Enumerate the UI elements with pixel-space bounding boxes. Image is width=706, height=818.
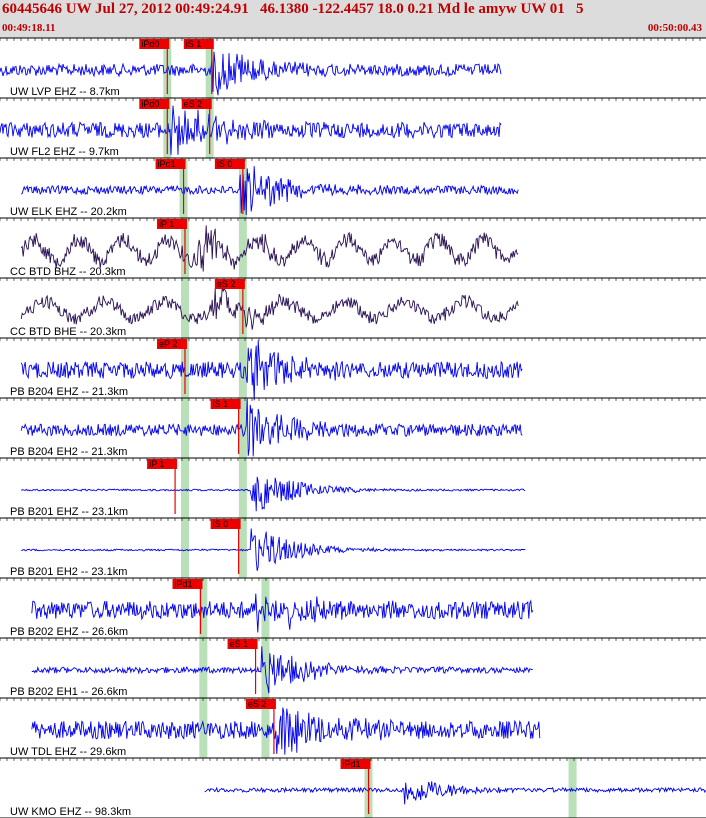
pick-marker bbox=[139, 39, 170, 49]
trace-label: UW KMO EHZ -- 98.3km bbox=[10, 806, 131, 818]
pick-label: eP 2 bbox=[159, 339, 177, 349]
pick-label: iPd0 bbox=[141, 39, 159, 49]
pick-marker bbox=[210, 519, 241, 529]
trace-label: PB B202 EH1 -- 26.6km bbox=[10, 686, 127, 698]
pick-label: iS 0 bbox=[217, 159, 233, 169]
pick-label: iP 1 bbox=[149, 459, 164, 469]
pick-marker bbox=[155, 159, 186, 169]
pick-marker bbox=[172, 579, 203, 589]
waveform-trace bbox=[204, 781, 706, 805]
waveform-trace bbox=[20, 476, 526, 512]
pick-marker bbox=[245, 699, 276, 709]
trace-label: UW ELK EHZ -- 20.2km bbox=[10, 206, 127, 218]
pick-label: eS 2 bbox=[217, 279, 236, 289]
trace-label: UW FL2 EHZ -- 9.7km bbox=[10, 146, 119, 158]
pick-marker bbox=[340, 759, 371, 769]
waveform-trace bbox=[31, 707, 541, 755]
waveform-trace bbox=[20, 340, 523, 401]
pick-marker bbox=[181, 99, 212, 109]
pick-label: iS 1 bbox=[186, 39, 202, 49]
trace-label: PB B202 EHZ -- 26.6km bbox=[10, 626, 128, 638]
trace-label: CC BTD BHE -- 20.3km bbox=[10, 326, 126, 338]
pick-label: iP 1 bbox=[159, 219, 174, 229]
waveform-trace bbox=[20, 225, 519, 272]
waveform-trace bbox=[0, 51, 502, 96]
pick-label: eS 2 bbox=[248, 699, 267, 709]
pick-marker bbox=[139, 99, 170, 109]
waveform-trace bbox=[20, 397, 523, 457]
trace-label: PB B204 EH2 -- 21.3km bbox=[10, 446, 127, 458]
trace-label: PB B201 EH2 -- 23.1km bbox=[10, 566, 127, 578]
trace-label: UW LVP EHZ -- 8.7km bbox=[10, 86, 120, 98]
pick-label: iPd1 bbox=[343, 759, 361, 769]
waveform-trace bbox=[21, 166, 519, 216]
pick-label: eS 2 bbox=[184, 99, 203, 109]
event-header: 60445646 UW Jul 27, 2012 00:49:24.91 46.… bbox=[0, 0, 706, 38]
trace-label: CC BTD BHZ -- 20.3km bbox=[10, 266, 126, 278]
waveform-trace bbox=[0, 105, 502, 155]
trace-label: PB B204 EHZ -- 21.3km bbox=[10, 386, 128, 398]
event-title: 60445646 UW Jul 27, 2012 00:49:24.91 46.… bbox=[2, 1, 584, 17]
pick-marker bbox=[210, 399, 241, 409]
waveform-trace bbox=[21, 528, 526, 571]
trace-label: PB B201 EHZ -- 23.1km bbox=[10, 506, 128, 518]
trace-label: UW TDL EHZ -- 29.6km bbox=[10, 746, 126, 758]
pick-label: iPd1 bbox=[175, 579, 193, 589]
pick-marker bbox=[214, 159, 245, 169]
waveform-trace bbox=[31, 593, 534, 633]
waveform-trace bbox=[31, 646, 533, 694]
pick-label: eS 1 bbox=[230, 639, 249, 649]
pick-marker bbox=[147, 459, 178, 469]
pick-label: iS 1 bbox=[213, 399, 229, 409]
pick-marker bbox=[227, 639, 258, 649]
waveform-trace bbox=[20, 286, 519, 330]
pick-label: iS 0 bbox=[213, 519, 229, 529]
pick-marker bbox=[183, 39, 214, 49]
window-start-time: 00:49:18.11 bbox=[2, 22, 56, 34]
pick-label: iPd0 bbox=[141, 99, 159, 109]
pick-marker bbox=[214, 279, 245, 289]
pick-marker bbox=[156, 339, 187, 349]
pick-marker bbox=[156, 219, 187, 229]
pick-label: iPd1 bbox=[158, 159, 176, 169]
window-end-time: 00:50:00.43 bbox=[647, 22, 702, 34]
pick-window-9 bbox=[568, 758, 577, 818]
